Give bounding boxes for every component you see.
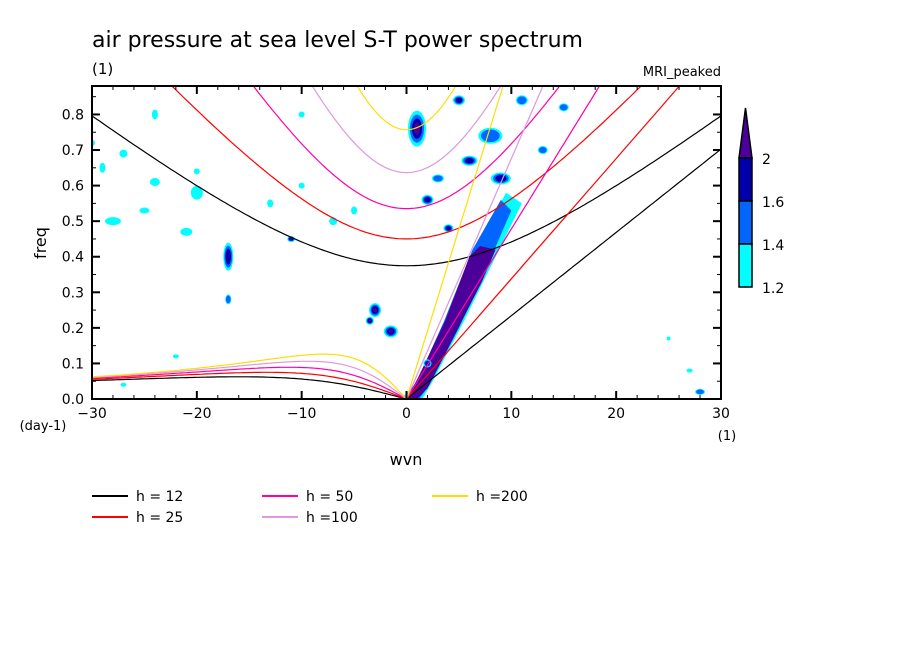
contour-blob — [388, 329, 394, 334]
y-tick-label: 0.1 — [62, 356, 84, 372]
colorbar: 2 1.6 1.4 1.2 — [738, 107, 784, 297]
y-tick-label: 0.2 — [62, 321, 84, 337]
x-tick-label: −30 — [77, 406, 107, 422]
y-tick-labels: 0.0 0.1 0.2 0.3 0.4 0.5 0.6 0.7 0.8 — [62, 107, 84, 408]
y-tick-label: 0.5 — [62, 214, 84, 230]
x-tick-labels: −30 −20 −10 0 10 20 30 — [77, 406, 730, 422]
curve-rossby — [92, 353, 407, 399]
colorbar-label: 1.6 — [762, 195, 784, 211]
contour-blob — [193, 168, 200, 175]
curve-rossby — [92, 366, 407, 399]
contour-blob — [686, 368, 693, 373]
curve-kelvin — [405, 86, 601, 399]
contour-blob — [225, 248, 232, 265]
x-tick-label: 10 — [502, 406, 520, 422]
dispersion-curves — [92, 86, 721, 399]
contour-blob — [151, 109, 158, 120]
contour-blob — [298, 182, 305, 189]
curve-inertia-gravity — [252, 86, 561, 210]
plot-frame — [91, 85, 722, 400]
x-tick-label: −20 — [182, 406, 212, 422]
contour-blob — [559, 104, 568, 111]
curve-inertia-gravity — [311, 86, 502, 174]
x-tick-label: −10 — [287, 406, 317, 422]
contour-blob — [368, 319, 372, 323]
colorbar-segment — [738, 243, 753, 288]
contour-blob — [538, 146, 547, 154]
contour-blob — [104, 217, 121, 226]
contour-blob — [413, 122, 421, 135]
curve-inertia-gravity — [356, 86, 457, 131]
y-tick-label: 0.4 — [62, 250, 84, 266]
y-tick-label: 0.8 — [62, 107, 84, 123]
colorbar-segment — [738, 157, 753, 202]
contour-blob — [696, 389, 704, 395]
contour-blob — [172, 354, 179, 359]
contour-blob — [666, 336, 671, 341]
contour-blob — [351, 206, 358, 215]
y-units: (day-1) — [20, 419, 67, 434]
contour-blob — [267, 199, 274, 208]
y-tick-label: 0.7 — [62, 143, 84, 159]
curve-rossby — [92, 360, 407, 399]
contour-blob — [149, 178, 160, 187]
contour-layer — [92, 95, 706, 399]
x-axis-label: wvn — [390, 450, 423, 469]
curve-rossby — [92, 376, 407, 399]
model-label: MRI_peaked — [643, 65, 721, 80]
contour-blob — [119, 149, 128, 158]
contour-blob — [464, 157, 474, 164]
colorbar-segment — [738, 200, 753, 245]
chart-title: air pressure at sea level S-T power spec… — [92, 28, 583, 53]
contour-ridge — [406, 246, 496, 399]
x-tick-label: 30 — [712, 406, 730, 422]
contour-blob — [99, 162, 106, 173]
colorbar-label: 1.2 — [762, 281, 784, 297]
contour-blob — [433, 175, 443, 182]
curve-kelvin — [406, 86, 681, 399]
curve-inertia-gravity — [92, 115, 721, 267]
curve-kelvin — [406, 148, 721, 399]
y-tick-label: 0.6 — [62, 179, 84, 195]
curve-rossby — [92, 371, 407, 399]
contour-blob — [373, 307, 378, 313]
legend-label: h = 50 — [306, 489, 353, 505]
contour-blob — [180, 227, 193, 236]
contour-blob — [225, 295, 231, 304]
contour-blob — [517, 96, 527, 105]
x-units: (1) — [718, 429, 736, 444]
legend: h = 12 h = 25 h = 50 h =100 h =200 — [92, 489, 528, 526]
colorbar-label: 1.4 — [762, 238, 784, 254]
contour-blob — [481, 129, 500, 143]
legend-label: h =100 — [306, 510, 358, 526]
legend-label: h = 25 — [136, 510, 183, 526]
legend-label: h = 12 — [136, 489, 183, 505]
contour-blob — [455, 97, 463, 104]
contour-blob — [120, 382, 127, 387]
contour-blob — [445, 226, 452, 231]
colorbar-label: 2 — [762, 152, 771, 168]
y-tick-label: 0.0 — [62, 392, 84, 408]
y-axis-label: freq — [31, 227, 50, 259]
curve-inertia-gravity — [171, 86, 642, 240]
colorbar-extend-arrow — [738, 107, 753, 159]
chart-units: (1) — [92, 60, 113, 78]
contour-blob — [495, 175, 507, 182]
curve-kelvin — [405, 86, 504, 399]
contour-blob — [298, 111, 305, 118]
contour-blob — [424, 197, 431, 203]
curve-kelvin — [405, 86, 544, 399]
axis-ticks — [91, 86, 722, 400]
contour-blob — [139, 207, 150, 214]
contour-blob — [190, 185, 203, 200]
x-tick-label: 0 — [402, 406, 411, 422]
x-tick-label: 20 — [607, 406, 625, 422]
legend-label: h =200 — [476, 489, 528, 505]
y-tick-label: 0.3 — [62, 285, 84, 301]
